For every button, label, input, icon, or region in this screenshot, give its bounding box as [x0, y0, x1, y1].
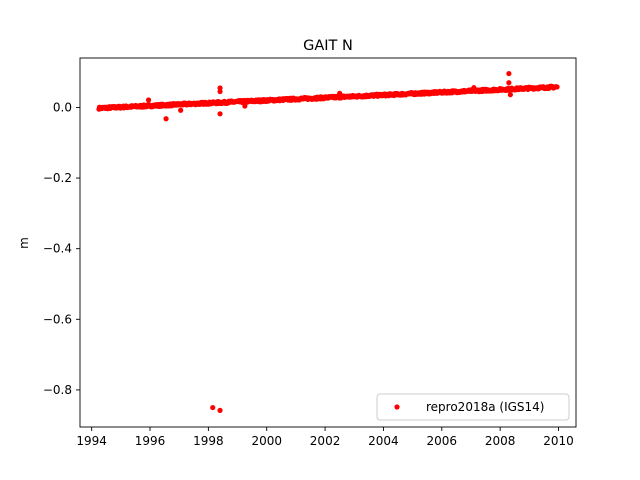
legend-label: repro2018a (IGS14) [426, 400, 544, 414]
outlier-point [337, 90, 343, 96]
outlier-point [163, 116, 169, 122]
outlier-point [217, 88, 223, 95]
x-tick-label: 2000 [251, 434, 282, 448]
x-tick-label: 2002 [310, 434, 341, 448]
y-axis-label: m [17, 237, 31, 249]
chart-title: GAIT N [303, 38, 353, 54]
legend: repro2018a (IGS14) [376, 393, 570, 421]
y-tick-label: −0.4 [43, 242, 72, 256]
outlier-point [145, 97, 152, 103]
x-tick-label: 2004 [368, 434, 399, 448]
outlier-point [506, 80, 512, 86]
data-points [96, 70, 560, 413]
outlier-point [242, 103, 248, 109]
x-tick-label: 1998 [193, 434, 224, 448]
outlier-point [471, 85, 477, 91]
outlier-point [210, 404, 216, 411]
x-tick-label: 1996 [135, 434, 166, 448]
y-tick-label: −0.6 [43, 312, 72, 326]
x-tick-label: 2006 [427, 434, 458, 448]
x-tick-label: 2008 [485, 434, 516, 448]
outlier-point [506, 70, 512, 77]
plot-frame [79, 57, 577, 428]
y-tick-label: −0.8 [43, 383, 72, 397]
x-tick-label: 1994 [76, 434, 107, 448]
data-point [554, 84, 560, 90]
y-axis-ticks: 0.0 −0.2 −0.4 −0.6 −0.8 [43, 100, 80, 397]
x-axis-ticks: 1994 1996 1998 2000 2002 2004 2006 2008 2010 [76, 427, 574, 448]
y-tick-label: −0.2 [43, 171, 72, 185]
x-tick-label: 2010 [543, 434, 574, 448]
outlier-point [217, 407, 223, 413]
legend-box [376, 393, 570, 421]
outlier-point [507, 92, 513, 98]
legend-marker [394, 404, 400, 410]
outlier-point [178, 107, 184, 113]
y-tick-label: 0.0 [53, 100, 72, 114]
outlier-point [217, 111, 223, 117]
